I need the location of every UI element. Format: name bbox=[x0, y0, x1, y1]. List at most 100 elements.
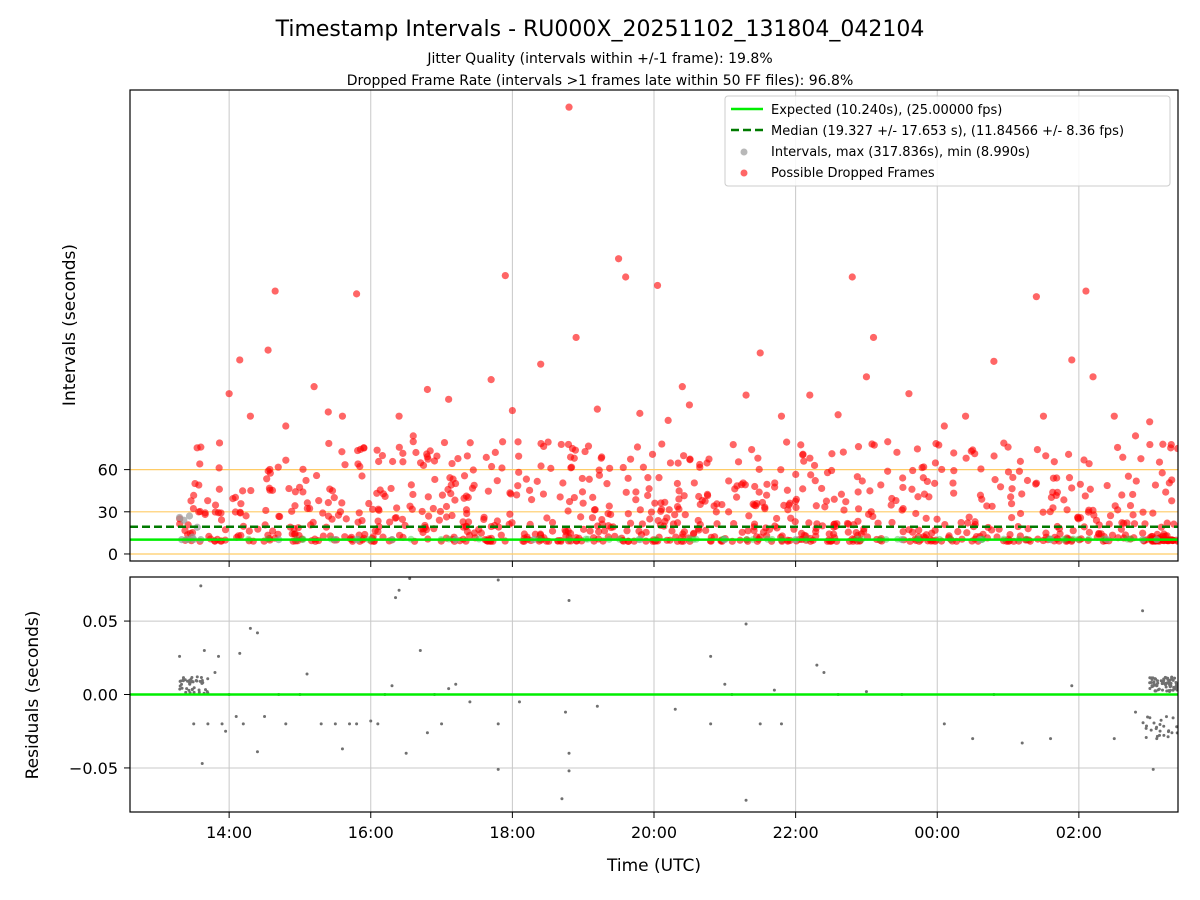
dropped-frame-point bbox=[646, 515, 654, 523]
dropped-frame-point bbox=[703, 490, 712, 498]
dropped-frame-point bbox=[1129, 511, 1137, 519]
dropped-frame-point bbox=[1085, 528, 1093, 536]
dropped-frame-point bbox=[696, 460, 704, 469]
dropped-frame-point bbox=[862, 373, 871, 381]
dropped-frame-point bbox=[822, 497, 831, 505]
dropped-frame-point bbox=[373, 489, 381, 497]
residual-point bbox=[1161, 681, 1165, 685]
dropped-frame-point bbox=[1068, 356, 1076, 364]
dropped-frame-point bbox=[1130, 520, 1139, 528]
dropped-frame-point bbox=[1056, 530, 1064, 538]
dropped-frame-point bbox=[742, 391, 750, 399]
residual-point bbox=[1159, 718, 1163, 722]
intervals-points bbox=[175, 103, 1178, 545]
residual-point bbox=[204, 688, 208, 692]
intervals-x-ticks bbox=[228, 561, 1080, 567]
dropped-frame-point bbox=[773, 514, 781, 523]
residual-point bbox=[1167, 729, 1171, 733]
dropped-frame-point bbox=[797, 529, 806, 537]
dropped-frame-point bbox=[448, 511, 456, 520]
dropped-frame-point bbox=[407, 481, 415, 489]
dropped-frame-point bbox=[1063, 506, 1071, 514]
dropped-frame-point bbox=[681, 511, 689, 519]
residual-point bbox=[772, 688, 776, 692]
dropped-frame-point bbox=[1165, 479, 1173, 487]
dropped-frame-point bbox=[865, 510, 873, 518]
dropped-frame-point bbox=[237, 500, 245, 508]
dropped-frame-point bbox=[274, 463, 282, 471]
dropped-frame-point bbox=[858, 477, 866, 485]
dropped-frame-point bbox=[738, 528, 746, 536]
dropped-frame-point bbox=[1168, 497, 1176, 505]
residuals-y-tick-label-0: 0.05 bbox=[82, 612, 118, 631]
dropped-frame-point bbox=[644, 474, 652, 482]
dropped-frame-point bbox=[840, 506, 848, 514]
residual-point bbox=[340, 747, 344, 751]
dropped-frame-point bbox=[302, 476, 310, 485]
dropped-frame-point bbox=[445, 395, 453, 403]
dropped-frame-point bbox=[338, 499, 346, 507]
dropped-frame-point bbox=[324, 499, 332, 507]
dropped-frame-point bbox=[247, 486, 255, 495]
dropped-frame-point bbox=[658, 440, 666, 448]
dropped-frame-point bbox=[739, 479, 747, 487]
dropped-frame-point bbox=[754, 454, 762, 462]
dropped-frame-point bbox=[429, 504, 437, 513]
dropped-frame-point bbox=[1113, 443, 1122, 452]
dropped-frame-point bbox=[1139, 508, 1147, 516]
dropped-frame-point bbox=[275, 512, 283, 520]
dropped-frame-point bbox=[262, 506, 270, 515]
dropped-frame-point bbox=[1110, 412, 1118, 420]
dropped-frame-point bbox=[1074, 513, 1082, 521]
dropped-frame-point bbox=[236, 508, 244, 516]
dropped-frame-point bbox=[217, 516, 226, 524]
dropped-frame-point bbox=[446, 474, 454, 482]
residual-point bbox=[1173, 676, 1177, 680]
residual-point bbox=[1158, 729, 1162, 733]
dropped-frame-point bbox=[636, 506, 644, 514]
residual-point bbox=[567, 751, 571, 755]
dropped-frame-point bbox=[603, 480, 611, 488]
dropped-frame-point bbox=[419, 461, 428, 469]
dropped-frame-point bbox=[438, 491, 447, 499]
residual-point bbox=[1162, 724, 1166, 728]
dropped-frame-point bbox=[547, 464, 555, 472]
residual-point bbox=[255, 750, 259, 754]
dropped-frame-point bbox=[983, 502, 991, 510]
dropped-frame-point bbox=[1032, 480, 1040, 488]
dropped-frame-point bbox=[605, 502, 613, 510]
residual-point bbox=[1169, 684, 1173, 688]
residual-point bbox=[188, 681, 192, 685]
dropped-frame-point bbox=[1103, 481, 1111, 490]
dropped-frame-point bbox=[435, 516, 443, 524]
dropped-frame-point bbox=[242, 512, 250, 520]
dropped-frame-point bbox=[614, 255, 623, 263]
dropped-frame-point bbox=[465, 531, 474, 540]
residual-point bbox=[284, 722, 288, 726]
dropped-frame-point bbox=[990, 452, 998, 460]
x-tick-label-0: 14:00 bbox=[206, 823, 252, 842]
dropped-frame-point bbox=[905, 390, 913, 398]
dropped-frame-point bbox=[368, 505, 377, 513]
dropped-frame-point bbox=[395, 443, 403, 451]
residual-point bbox=[567, 599, 571, 602]
dropped-frame-point bbox=[940, 422, 948, 430]
residual-point bbox=[190, 675, 194, 679]
dropped-frame-point bbox=[1007, 500, 1016, 508]
residual-point bbox=[200, 762, 204, 766]
residual-point bbox=[496, 767, 500, 771]
dropped-frame-point bbox=[392, 513, 400, 522]
dropped-frame-point bbox=[678, 383, 686, 391]
dropped-frame-point bbox=[1076, 480, 1084, 488]
residual-point bbox=[822, 670, 826, 674]
dropped-frame-point bbox=[487, 462, 496, 471]
residual-point bbox=[1148, 716, 1152, 720]
chart-subtitle-dropped: Dropped Frame Rate (intervals >1 frames … bbox=[347, 73, 854, 89]
dropped-frame-point bbox=[623, 527, 631, 535]
dropped-frame-point bbox=[600, 527, 609, 535]
dropped-frame-point bbox=[866, 487, 874, 495]
intervals-y-tick-label-2: 60 bbox=[98, 461, 118, 480]
residual-point bbox=[758, 722, 762, 726]
residuals-y-tick-label-1: 0.00 bbox=[82, 686, 118, 705]
dropped-frame-point bbox=[564, 440, 573, 449]
